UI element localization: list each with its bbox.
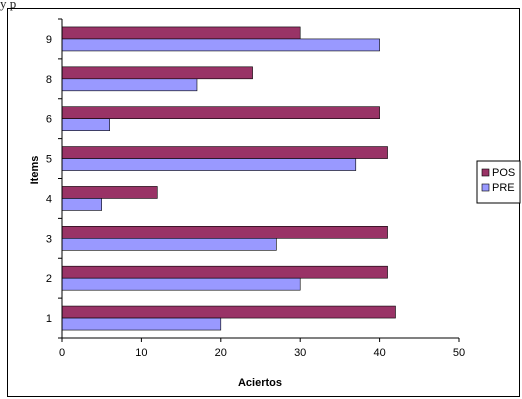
y-tick-label-9: 9 (46, 34, 52, 46)
bar-pre-item-5 (61, 158, 357, 171)
x-tick-label-20: 20 (215, 347, 227, 359)
bar-pre-item-8 (61, 78, 198, 92)
bar-pos-item-2 (61, 265, 388, 279)
y-tick-label-4: 4 (46, 193, 52, 205)
legend-swatch-pre (481, 183, 490, 192)
bar-pos-item-5 (61, 146, 388, 159)
bar-pre-item-4 (61, 198, 103, 211)
y-tick-label-5: 5 (46, 154, 52, 166)
bar-pos-item-9 (61, 26, 301, 40)
bar-pos-item-1 (61, 305, 396, 319)
y-axis-label: Items (29, 156, 41, 185)
bar-pre-item-6 (61, 118, 110, 131)
x-tick-label-50: 50 (453, 347, 465, 359)
bar-pos-item-6 (61, 106, 380, 119)
bar-pre-item-3 (61, 238, 277, 251)
x-tick-label-40: 40 (373, 347, 385, 359)
bar-pre-item-1 (61, 317, 222, 331)
y-tick-label-2: 2 (46, 273, 52, 285)
x-axis-label: Aciertos (238, 377, 282, 389)
x-tick-label-30: 30 (294, 347, 306, 359)
bars-group (61, 26, 396, 331)
legend-label-pos: POS (492, 167, 515, 179)
y-tick-label-8: 8 (46, 74, 52, 86)
bar-pos-item-3 (61, 226, 388, 239)
axes-group: 1 2 3 4 5 6 8 9 0 10 20 30 40 50 (46, 18, 465, 359)
y-tick-label-3: 3 (46, 233, 52, 245)
cropped-header-text: y p (0, 0, 17, 11)
bar-pos-item-4 (61, 186, 158, 199)
legend-swatch-pos (481, 168, 490, 177)
x-tick-label-0: 0 (59, 347, 65, 359)
bar-pre-item-2 (61, 277, 301, 291)
legend-label-pre: PRE (492, 182, 515, 194)
legend: POS PRE (476, 160, 521, 204)
y-tick-label-6: 6 (46, 114, 52, 126)
y-tick-label-1: 1 (46, 313, 52, 325)
bar-pos-item-8 (61, 66, 253, 80)
legend-box (476, 160, 521, 204)
x-tick-label-10: 10 (135, 347, 147, 359)
bar-pre-item-9 (61, 38, 380, 52)
